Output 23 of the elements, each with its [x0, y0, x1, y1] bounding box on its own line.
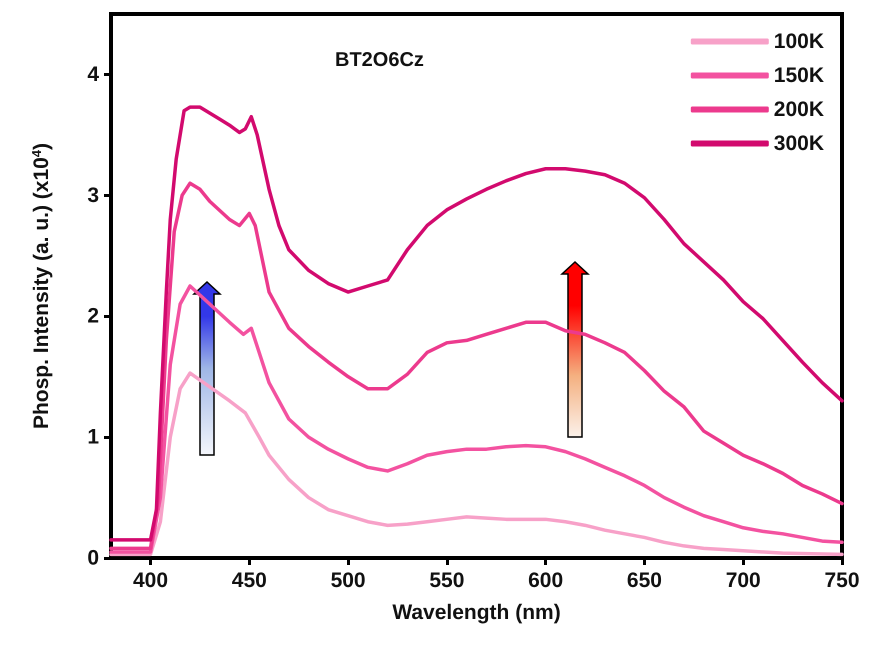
x-tick-label: 650	[626, 569, 662, 592]
x-tick-label: 600	[528, 569, 564, 592]
x-tick-label: 550	[429, 569, 464, 592]
y-tick-label: 0	[87, 546, 99, 570]
x-tick-label: 500	[330, 569, 366, 592]
x-tick-label: 700	[726, 569, 761, 592]
legend-label: 200K	[774, 98, 824, 121]
line-series	[109, 181, 844, 550]
legend-label: 100K	[774, 30, 824, 53]
y-tick-label: 4	[87, 62, 100, 86]
y-tick-label: 1	[87, 426, 100, 449]
y-tick-label: 2	[87, 304, 99, 328]
y-axis-title: Phosp. Intensity (a. u.) (x104)	[29, 142, 53, 430]
x-tick-label: 450	[232, 569, 267, 592]
x-tick-label: 400	[132, 569, 168, 592]
x-axis-title: Wavelength (nm)	[392, 601, 561, 624]
line-series	[109, 284, 844, 554]
legend-label: 300K	[774, 132, 824, 155]
y-tick-label: 3	[87, 184, 99, 207]
line-series	[109, 371, 844, 556]
legend-label: 150K	[774, 64, 824, 87]
x-tick-label: 750	[824, 569, 860, 592]
annotation: BT2O6Cz	[335, 49, 424, 71]
